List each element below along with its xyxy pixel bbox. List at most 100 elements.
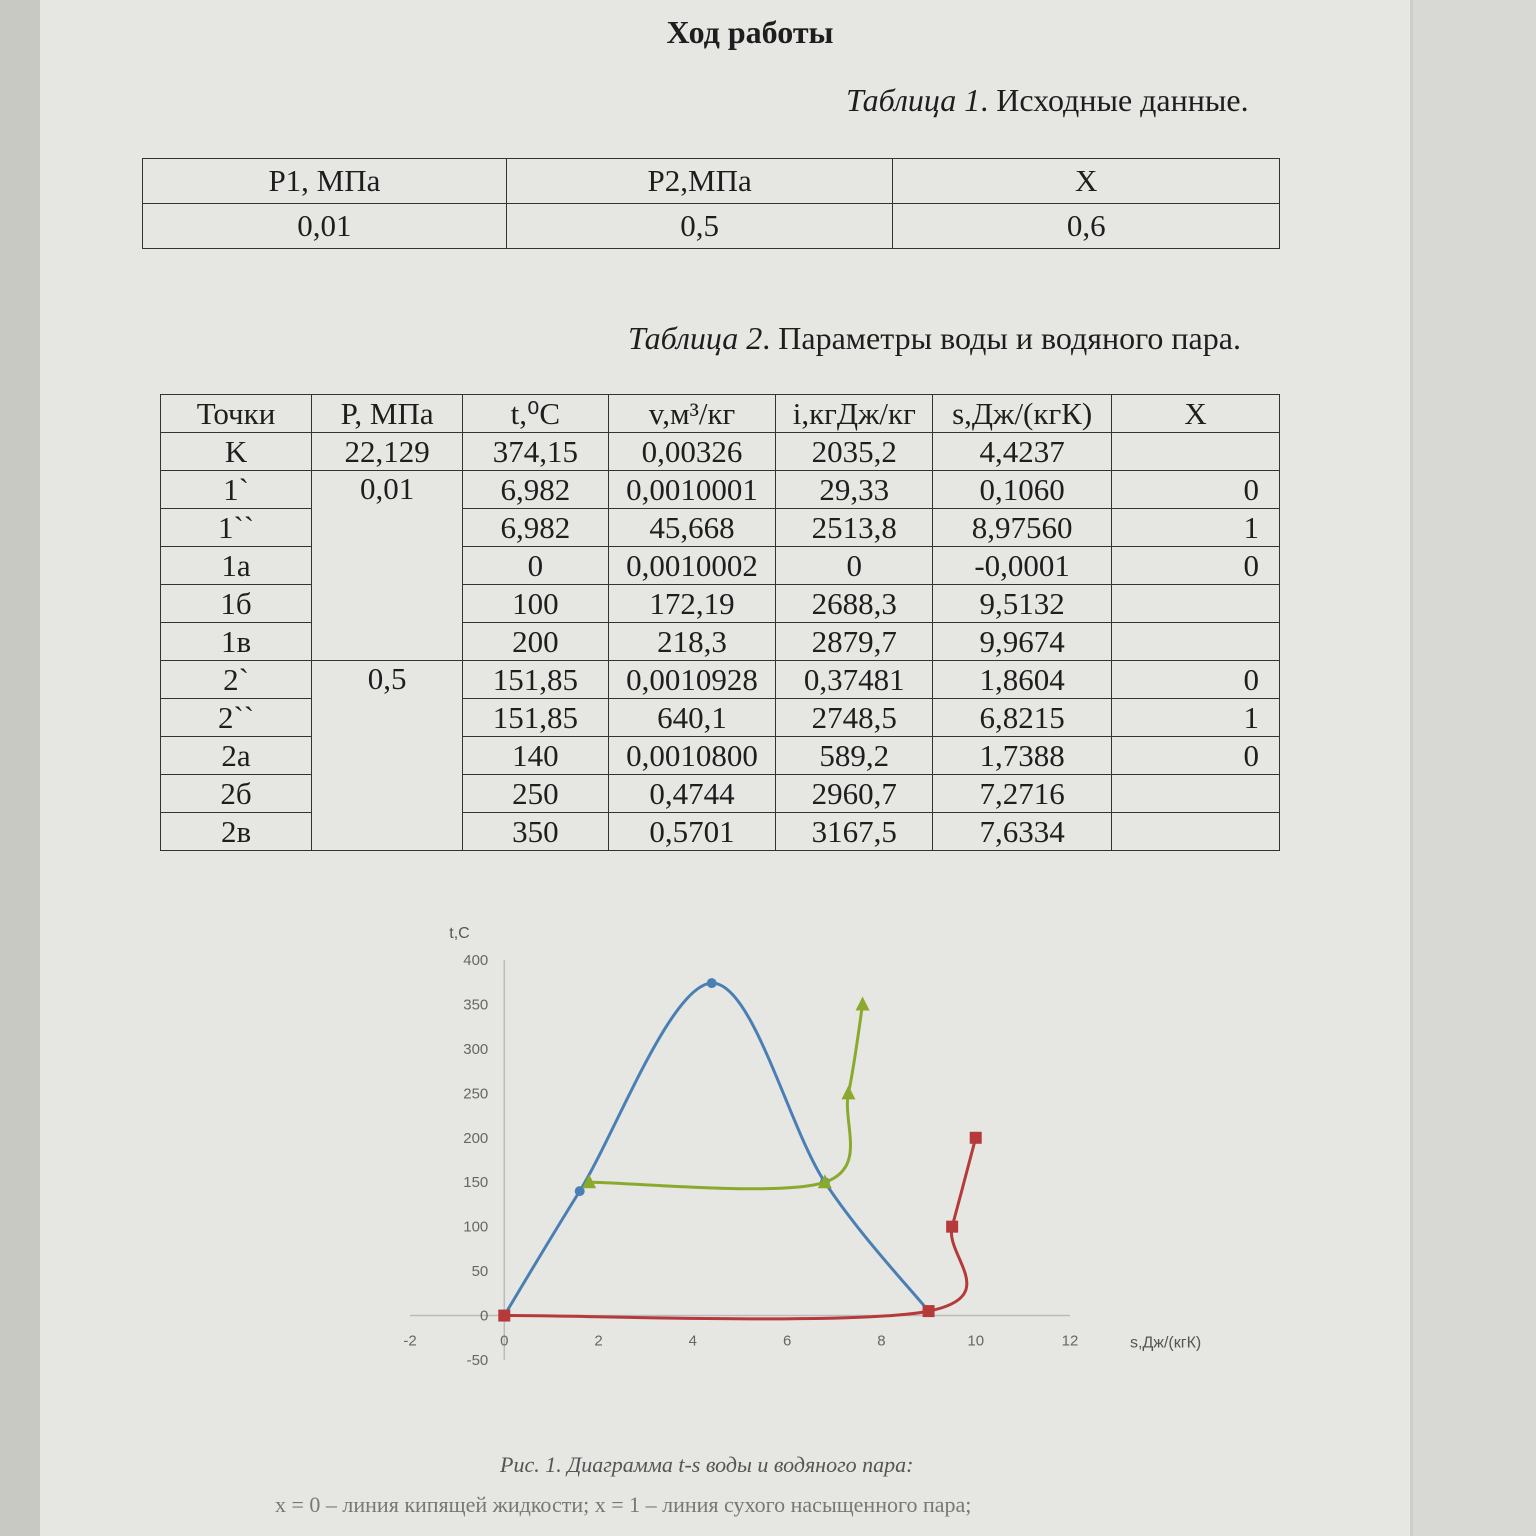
entropy-cell: 6,8215 [932,698,1113,737]
table2-header-pressure: P, МПа [311,394,464,433]
table1-caption: Таблица 1. Исходные данные. [846,82,1249,119]
y-tick-label: 50 [472,1263,489,1280]
temperature-cell: 140 [462,736,609,775]
water-steam-parameters-table: Точки P, МПа t,⁰C v,м³/кг i,кгДж/кг s,Дж… [159,394,1280,851]
table2-caption-text: . Параметры воды и водяного пара. [762,320,1241,356]
data-point-triangle [855,996,870,1011]
temperature-cell: 151,85 [462,660,609,699]
entropy-cell: 8,97560 [932,508,1113,547]
table-row: 2в 350 0,5701 3167,5 7,6334 [159,812,1280,851]
point-cell: 1` [159,470,313,509]
x-tick-label: 4 [689,1333,697,1350]
page-heading: Ход работы [666,14,834,50]
x-tick-label: 6 [783,1333,791,1350]
table2-header-temperature: t,⁰C [462,394,609,433]
pressure-cell: 0,5 [311,660,464,851]
pressure-cell: 0,01 [311,470,464,661]
x-cell [1111,622,1280,661]
table2-caption: Таблица 2. Параметры воды и водяного пар… [628,320,1241,357]
table-row: 1`` 6,982 45,668 2513,8 8,97560 1 [159,508,1280,547]
entropy-cell: 9,5132 [932,584,1113,623]
series-line-1 [589,1004,865,1191]
entropy-cell: 9,9674 [932,622,1113,661]
chart-series [498,978,982,1322]
entropy-cell: 7,2716 [932,774,1113,813]
table2-header-enthalpy: i,кгДж/кг [775,394,934,433]
volume-cell: 45,668 [607,508,777,547]
entropy-cell: 1,8604 [932,660,1113,699]
entropy-cell: 7,6334 [932,812,1113,851]
point-cell: 2б [159,774,313,813]
volume-cell: 0,0010002 [607,546,777,585]
table2-header-volume: v,м³/кг [607,394,777,433]
table1-caption-text: . Исходные данные. [980,82,1249,118]
data-point-square [922,1305,935,1318]
temperature-cell: 374,15 [462,432,609,471]
series-line-0 [503,981,930,1317]
entropy-cell: 1,7388 [932,736,1113,775]
data-point-square [946,1220,959,1233]
temperature-cell: 100 [462,584,609,623]
initial-data-table: P1, МПа P2,МПа X 0,01 0,5 0,6 [142,158,1280,249]
x-cell: 0 [1111,736,1280,775]
table1-value-p1: 0,01 [142,203,507,249]
data-point-triangle [841,1085,856,1100]
x-tick-label: 0 [500,1333,508,1350]
point-cell: 1`` [159,508,313,547]
table-row: 1` 0,01 6,982 0,0010001 29,33 0,1060 0 [159,470,1280,661]
legend-note: x = 0 – линия кипящей жидкости; x = 1 – … [275,1492,972,1517]
point-cell: 2в [159,812,313,851]
x-tick-label: -2 [403,1333,416,1350]
table1-value-x: 0,6 [892,203,1280,249]
table1-value-p2: 0,5 [505,203,894,249]
x-tick-label: 8 [877,1333,885,1350]
volume-cell: 172,19 [607,584,777,623]
enthalpy-cell: 2688,3 [775,584,934,623]
table1-caption-label: Таблица 1 [846,82,981,118]
table1-header-p2: P2,МПа [505,158,894,204]
temperature-cell: 350 [462,812,609,851]
y-axis-label: t,C [449,925,469,942]
monitor-bezel [1410,0,1536,1536]
y-tick-label: 0 [480,1308,488,1325]
table-row: 1a 0 0,0010002 0 -0,0001 0 [159,546,1280,585]
enthalpy-cell: 2960,7 [775,774,934,813]
table2-header-x: X [1111,394,1280,433]
table1-header-x: X [892,158,1280,204]
table1-header-p1: P1, МПа [142,158,507,204]
y-tick-label: -50 [467,1352,489,1369]
x-cell [1111,432,1280,471]
entropy-cell: 4,4237 [932,432,1113,471]
enthalpy-cell: 29,33 [775,470,934,509]
y-tick-label: 200 [463,1130,488,1147]
temperature-cell: 200 [462,622,609,661]
x-axis-label: s,Дж/(кгК) [1130,1335,1201,1352]
enthalpy-cell: 2035,2 [775,432,934,471]
x-tick-label: 12 [1062,1333,1079,1350]
temperature-cell: 151,85 [462,698,609,737]
point-cell: 1в [159,622,313,661]
temperature-cell: 6,982 [462,470,609,509]
y-tick-label: 300 [463,1041,488,1058]
enthalpy-cell: 0,37481 [775,660,934,699]
volume-cell: 0,0010928 [607,660,777,699]
temperature-cell: 6,982 [462,508,609,547]
x-cell [1111,812,1280,851]
chart-axes: -2 0 2 4 6 8 10 12 -50 0 50 100 150 200 250 300 350 400 s,… [403,925,1201,1369]
point-cell: 2` [159,660,313,699]
table2-header-row: Точки P, МПа t,⁰C v,м³/кг i,кгДж/кг s,Дж… [159,394,1280,433]
x-cell: 1 [1111,508,1280,547]
volume-cell: 0,0010001 [607,470,777,509]
x-cell [1111,584,1280,623]
data-point-circle [706,978,717,989]
x-cell: 0 [1111,546,1280,585]
volume-cell: 640,1 [607,698,777,737]
table-row: 2б 250 0,4744 2960,7 7,2716 [159,774,1280,813]
temperature-cell: 250 [462,774,609,813]
table2-header-entropy: s,Дж/(кгК) [932,394,1113,433]
point-cell: K [159,432,313,471]
point-cell: 2a [159,736,313,775]
volume-cell: 0,5701 [607,812,777,851]
y-tick-label: 150 [463,1174,488,1191]
data-point-triangle [817,1174,832,1189]
